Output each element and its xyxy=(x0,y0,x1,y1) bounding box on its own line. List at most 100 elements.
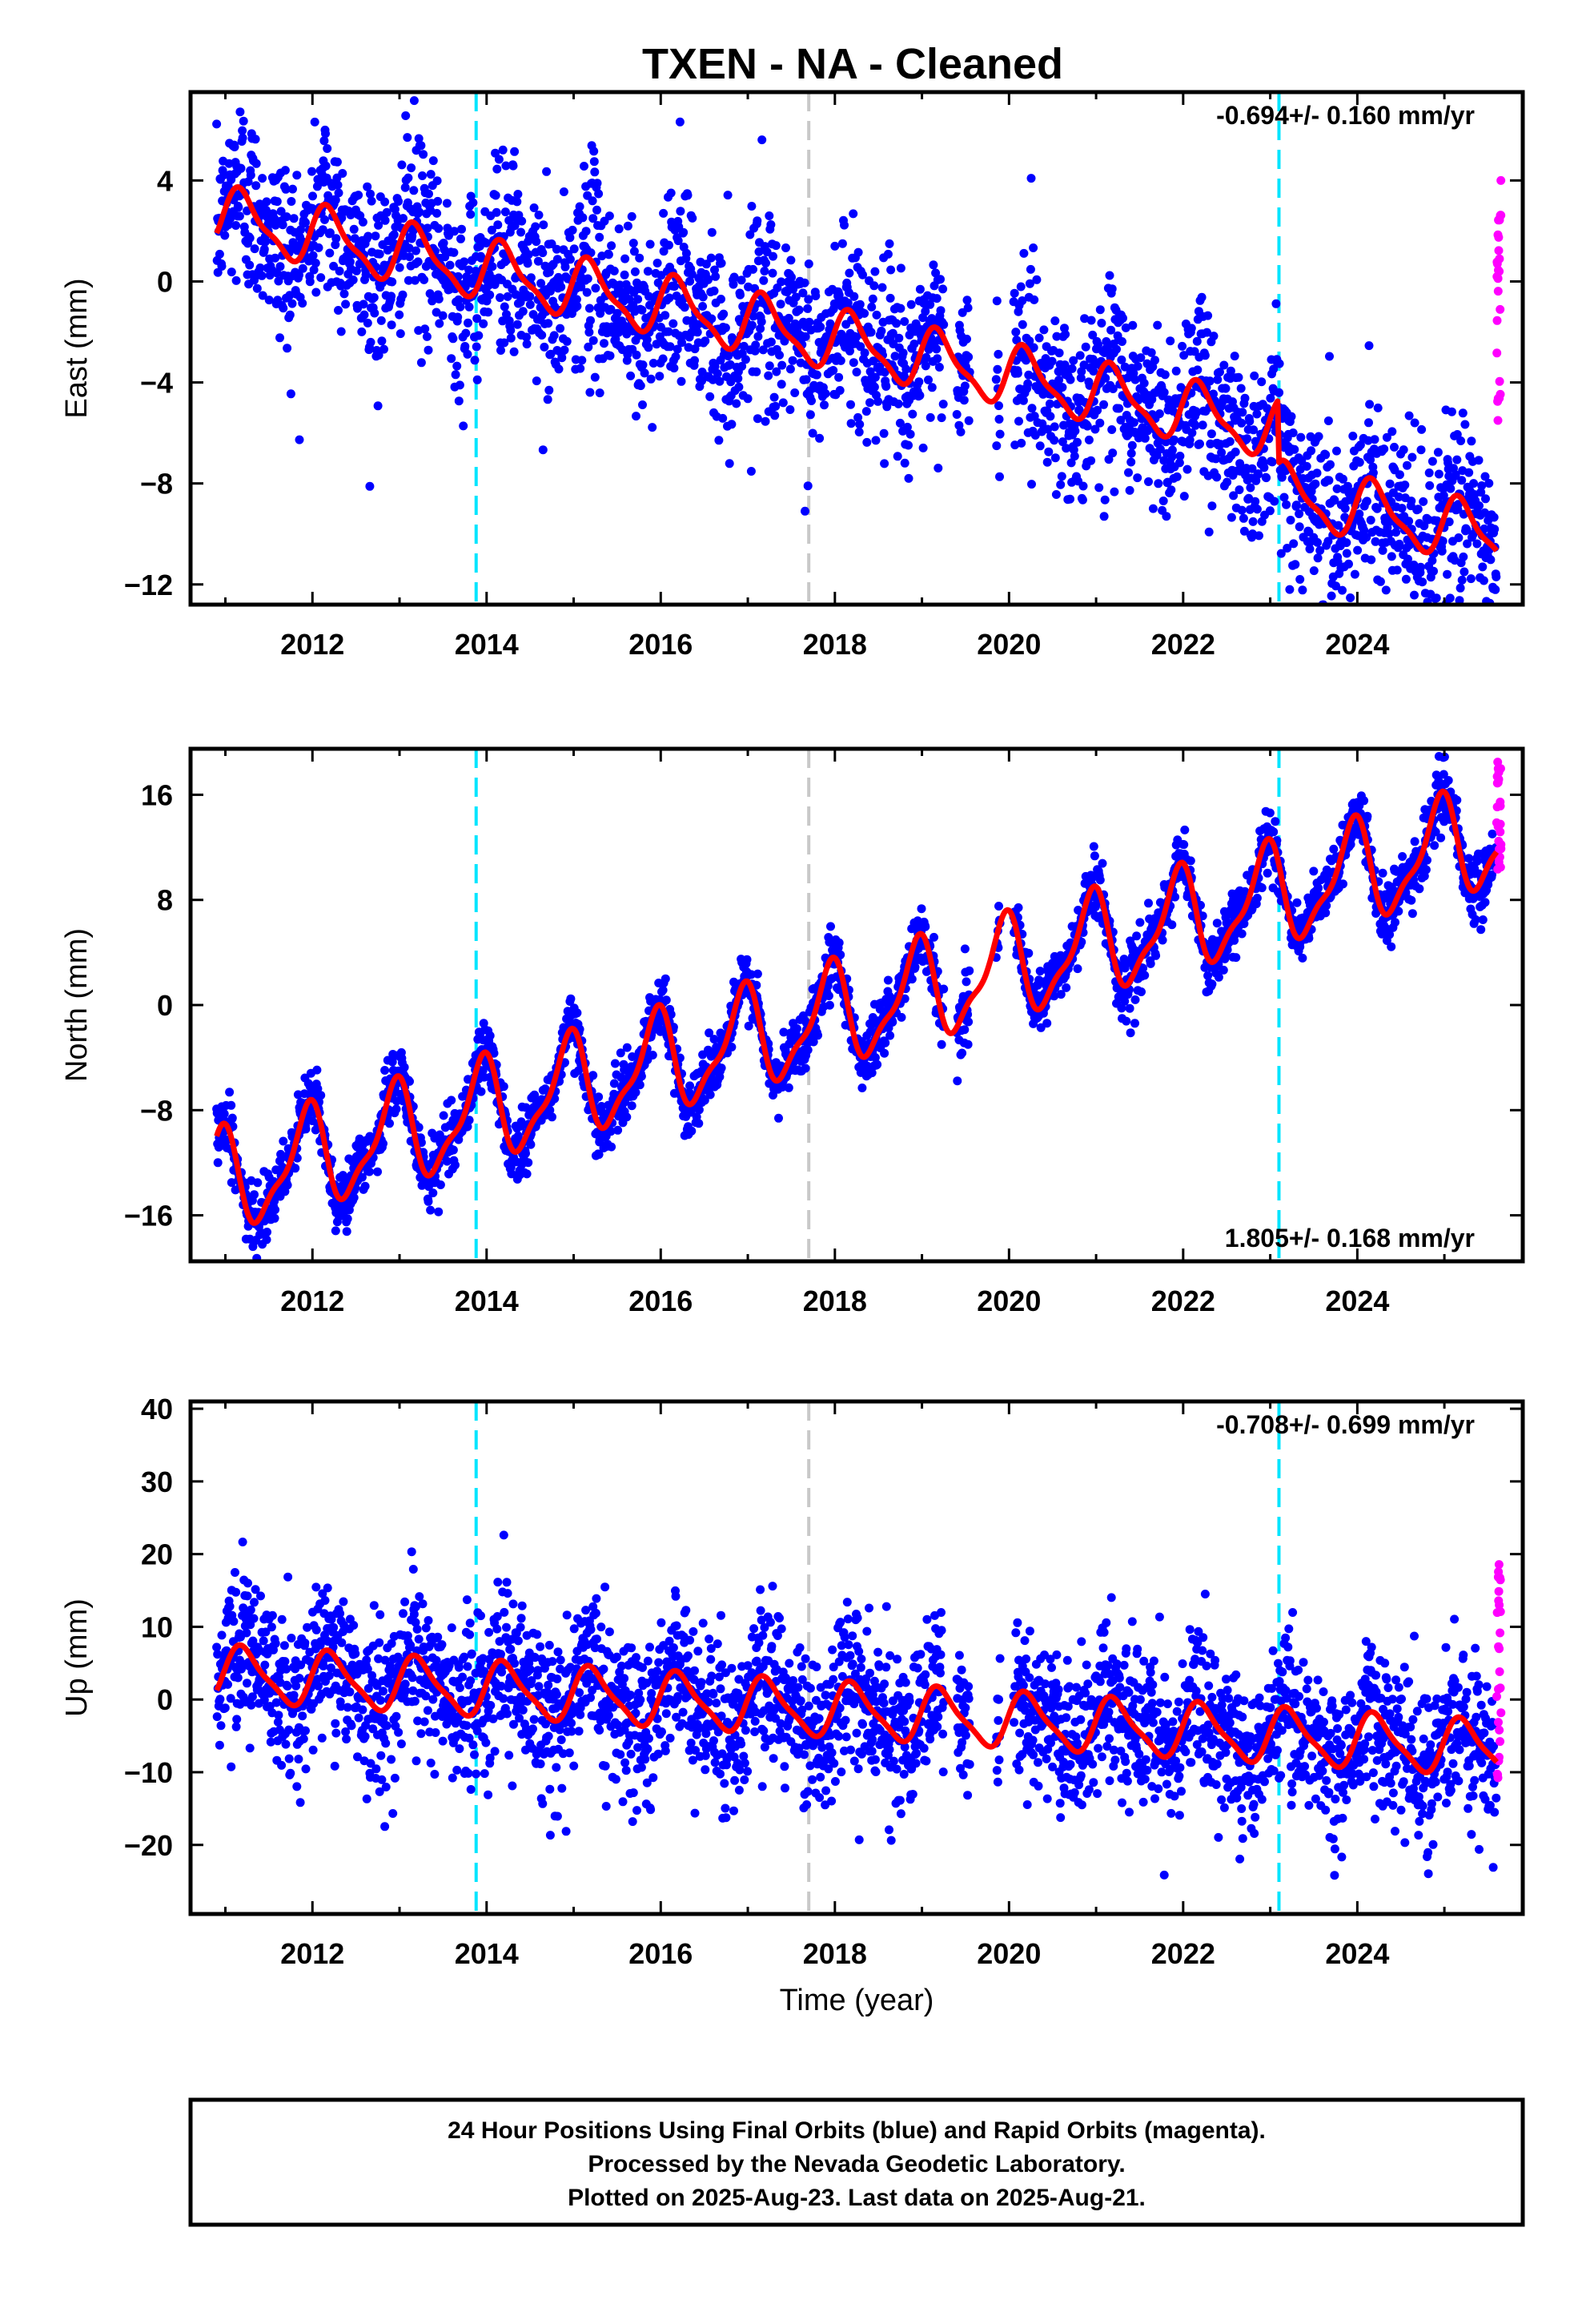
final-orbit-point xyxy=(1429,566,1438,576)
final-orbit-point xyxy=(1042,457,1052,467)
final-orbit-point xyxy=(496,346,505,355)
final-orbit-point xyxy=(1343,619,1351,628)
final-orbit-point xyxy=(357,1172,367,1182)
final-orbit-point xyxy=(1075,351,1085,360)
final-orbit-point xyxy=(1050,436,1059,445)
final-orbit-point xyxy=(400,1063,409,1072)
final-orbit-point xyxy=(705,392,715,401)
final-orbit-point xyxy=(860,308,869,318)
final-orbit-point xyxy=(1193,365,1203,375)
final-orbit-point xyxy=(1045,399,1054,408)
final-orbit-point xyxy=(723,191,733,200)
final-orbit-point xyxy=(474,331,484,340)
final-orbit-point xyxy=(627,1101,636,1111)
final-orbit-point xyxy=(568,225,577,235)
final-orbit-point xyxy=(655,372,665,381)
final-orbit-point xyxy=(1311,479,1320,489)
final-orbit-point xyxy=(869,281,879,291)
final-orbit-point xyxy=(1295,509,1304,519)
final-orbit-point xyxy=(399,214,408,223)
final-orbit-point xyxy=(743,394,753,404)
final-orbit-point xyxy=(917,904,926,914)
final-orbit-point xyxy=(279,1136,288,1146)
rapid-orbit-point xyxy=(1496,211,1506,220)
final-orbit-point xyxy=(826,922,835,931)
final-orbit-point xyxy=(837,239,847,248)
final-orbit-point xyxy=(1025,279,1034,288)
final-orbit-point xyxy=(261,205,271,215)
final-orbit-point xyxy=(908,409,917,419)
final-orbit-point xyxy=(1456,436,1466,445)
final-orbit-point xyxy=(1316,605,1325,614)
final-orbit-point xyxy=(805,410,815,420)
final-orbit-point xyxy=(1412,606,1421,615)
final-orbit-point xyxy=(883,975,893,985)
final-orbit-point xyxy=(857,1084,867,1092)
final-orbit-point xyxy=(1259,463,1269,472)
final-orbit-point xyxy=(590,167,600,177)
final-orbit-point xyxy=(1093,405,1102,415)
final-orbit-point xyxy=(1179,351,1189,360)
final-orbit-point xyxy=(234,203,243,212)
final-orbit-point xyxy=(1400,480,1410,490)
final-orbit-point xyxy=(790,388,800,397)
final-orbit-point xyxy=(500,207,510,217)
final-orbit-point xyxy=(336,327,346,336)
final-orbit-point xyxy=(877,326,886,336)
final-orbit-point xyxy=(1323,416,1333,425)
y-tick-label: −4 xyxy=(140,367,173,400)
final-orbit-point xyxy=(423,223,432,233)
x-tick-label: 2022 xyxy=(1151,628,1215,661)
final-orbit-point xyxy=(1387,552,1396,561)
final-orbit-point xyxy=(331,1226,340,1236)
final-orbit-point xyxy=(904,440,913,450)
final-orbit-point xyxy=(794,305,804,315)
final-orbit-point xyxy=(628,239,638,248)
final-orbit-point xyxy=(772,367,781,376)
final-orbit-point xyxy=(994,349,1003,359)
final-orbit-point xyxy=(503,292,512,301)
final-orbit-point xyxy=(853,247,863,257)
final-orbit-point xyxy=(749,312,758,321)
final-orbit-point xyxy=(956,427,966,436)
final-orbit-point xyxy=(363,231,373,241)
final-orbit-point xyxy=(1100,495,1110,505)
final-orbit-point xyxy=(310,117,319,127)
final-orbit-point xyxy=(1148,504,1158,513)
final-orbit-point xyxy=(1175,452,1185,460)
final-orbit-point xyxy=(492,207,501,217)
final-orbit-point xyxy=(414,1123,424,1132)
final-orbit-point xyxy=(960,1025,970,1035)
final-orbit-point xyxy=(626,371,636,380)
final-orbit-point xyxy=(1422,606,1431,615)
final-orbit-point xyxy=(1227,513,1236,522)
final-orbit-point xyxy=(554,364,564,374)
final-orbit-point xyxy=(718,413,728,423)
final-orbit-point xyxy=(1252,409,1262,419)
final-orbit-point xyxy=(1472,539,1482,549)
final-orbit-point xyxy=(757,135,767,145)
final-orbit-point xyxy=(804,259,813,268)
final-orbit-point xyxy=(1407,452,1417,462)
final-orbit-point xyxy=(867,1068,877,1078)
final-orbit-point xyxy=(761,259,770,267)
final-orbit-point xyxy=(518,307,528,316)
final-orbit-point xyxy=(1098,858,1107,868)
final-orbit-point xyxy=(464,318,472,328)
final-orbit-point xyxy=(604,211,614,221)
final-orbit-point xyxy=(1269,364,1279,374)
final-orbit-point xyxy=(369,293,379,302)
final-orbit-point xyxy=(921,922,930,931)
final-orbit-point xyxy=(1295,575,1305,584)
final-orbit-point xyxy=(1462,625,1471,633)
final-orbit-point xyxy=(865,398,874,408)
final-orbit-point xyxy=(1050,991,1059,1001)
final-orbit-point xyxy=(759,275,769,285)
final-orbit-point xyxy=(845,346,854,356)
final-orbit-point xyxy=(1296,432,1306,442)
final-orbit-point xyxy=(1460,420,1470,429)
final-orbit-point xyxy=(1431,593,1441,603)
final-orbit-point xyxy=(1418,613,1427,621)
final-orbit-point xyxy=(1439,491,1448,501)
final-orbit-point xyxy=(727,420,737,429)
